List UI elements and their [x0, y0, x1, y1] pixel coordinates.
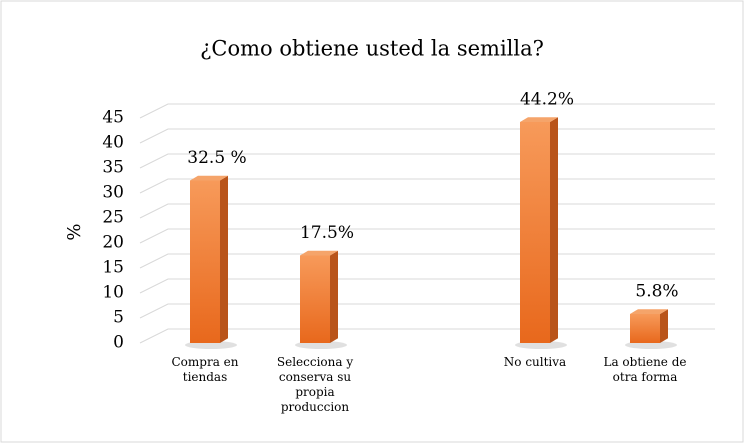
y-tick-label: 45: [102, 108, 124, 128]
bar-top: [520, 117, 558, 122]
y-tick-label: 25: [102, 208, 124, 228]
data-label: 44.2%: [520, 90, 574, 110]
bar-side: [550, 117, 558, 343]
bar-top: [630, 309, 668, 314]
y-tick-label: 20: [102, 233, 124, 253]
x-tick-label: La obtiene de otra forma: [603, 355, 687, 384]
x-tick-label: Compra en tiendas: [171, 355, 239, 384]
data-label: 32.5 %: [187, 148, 246, 168]
bar-top: [300, 250, 338, 256]
bar: [630, 314, 660, 343]
data-label: 5.8%: [635, 282, 678, 302]
bar-side: [330, 250, 338, 343]
y-tick-label: 40: [102, 133, 124, 153]
y-tick-label: 30: [102, 183, 124, 203]
y-tick-label: 15: [102, 258, 124, 278]
data-label: 17.5%: [300, 223, 354, 243]
bar-top: [190, 175, 228, 181]
grid-line: [139, 103, 715, 119]
y-axis-label: %: [64, 223, 85, 240]
bar-side: [220, 175, 228, 343]
y-tick-label: 5: [113, 308, 124, 328]
y-tick-label: 0: [113, 333, 124, 353]
bar: [520, 122, 550, 343]
y-tick-label: 35: [102, 158, 124, 178]
x-tick-label: Selecciona y conserva su propia producci…: [276, 355, 354, 414]
x-tick-label: No cultiva: [503, 355, 567, 369]
chart-title: ¿Como obtiene usted la semilla?: [200, 37, 544, 61]
bar: [190, 180, 220, 343]
y-tick-label: 10: [102, 283, 124, 303]
bar: [300, 255, 330, 343]
bar-side: [660, 309, 668, 343]
